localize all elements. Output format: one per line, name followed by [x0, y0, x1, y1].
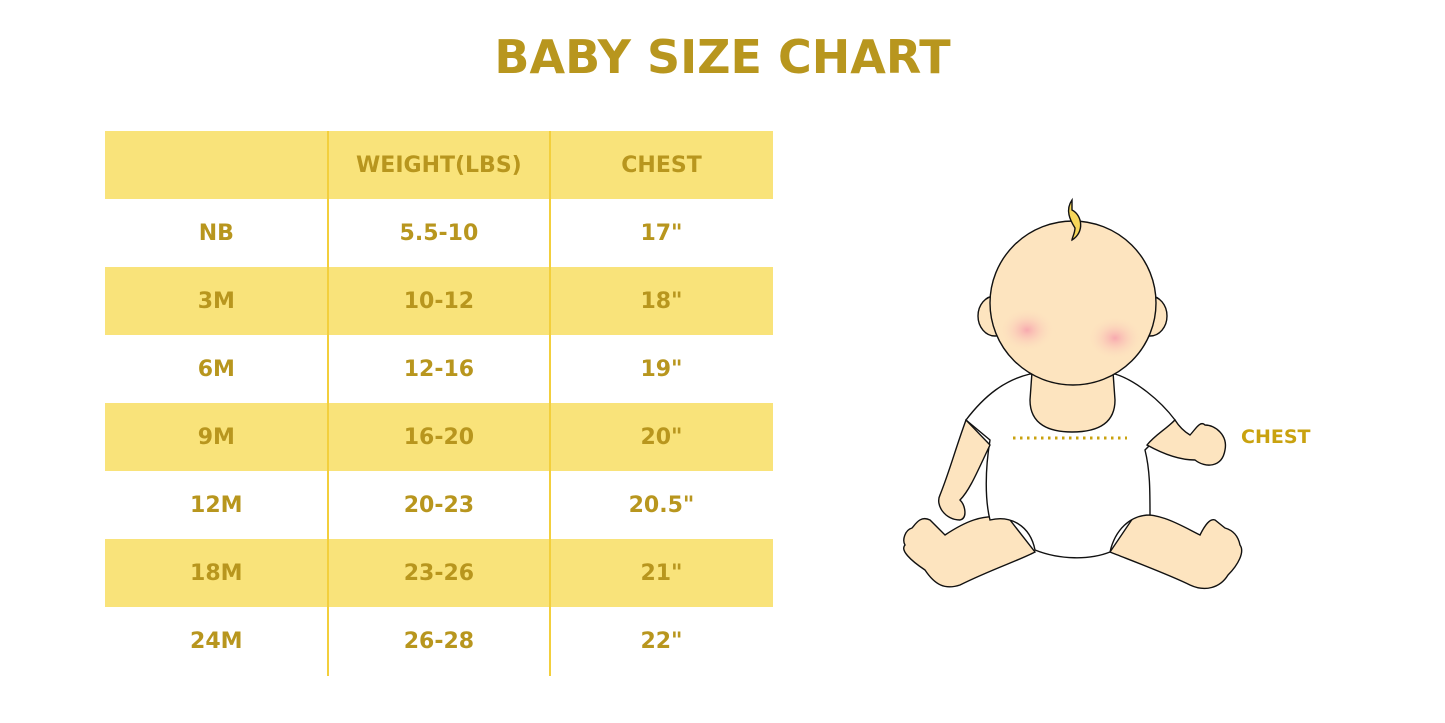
header-cell: CHEST — [621, 152, 702, 178]
table-row: 12M 20-23 20.5" — [105, 471, 773, 539]
size-cell: 24M — [190, 628, 243, 654]
chest-cell: 19" — [640, 356, 683, 382]
page-title: BABY SIZE CHART — [494, 30, 951, 84]
table-row: 18M 23-26 21" — [105, 539, 773, 607]
chest-cell: 22" — [640, 628, 683, 654]
chest-cell: 20" — [640, 424, 683, 450]
weight-cell: 23-26 — [403, 560, 475, 586]
header-cell: WEIGHT(LBS) — [356, 152, 522, 178]
chest-cell: 18" — [640, 288, 683, 314]
left-leg — [903, 516, 1037, 588]
left-arm — [938, 418, 991, 521]
hair-curl — [1067, 197, 1082, 242]
right-leg — [1108, 513, 1243, 590]
chest-cell: 20.5" — [628, 492, 695, 518]
weight-cell: 16-20 — [403, 424, 475, 450]
table-header: WEIGHT(LBS) CHEST — [105, 131, 773, 199]
weight-cell: 20-23 — [403, 492, 475, 518]
right-arm — [1145, 418, 1227, 466]
size-cell: 6M — [197, 356, 235, 382]
neck — [1029, 371, 1116, 433]
size-cell: NB — [198, 220, 234, 246]
column-divider — [549, 131, 551, 676]
size-cell: 18M — [190, 560, 243, 586]
table-row: 24M 26-28 22" — [105, 607, 773, 675]
weight-cell: 10-12 — [403, 288, 475, 314]
chest-cell: 17" — [640, 220, 683, 246]
size-cell: 3M — [197, 288, 235, 314]
size-table: WEIGHT(LBS) CHEST NB 5.5-10 17" 3M 10-12… — [105, 131, 773, 675]
weight-cell: 5.5-10 — [399, 220, 479, 246]
table-row: 9M 16-20 20" — [105, 403, 773, 471]
table-row: NB 5.5-10 17" — [105, 199, 773, 267]
size-cell: 12M — [190, 492, 243, 518]
table-row: 3M 10-12 18" — [105, 267, 773, 335]
size-cell: 9M — [197, 424, 235, 450]
weight-cell: 12-16 — [403, 356, 475, 382]
weight-cell: 26-28 — [403, 628, 475, 654]
head — [989, 220, 1157, 386]
right-cheek-blush — [1087, 316, 1143, 360]
left-cheek-blush — [999, 308, 1055, 352]
shirt — [965, 373, 1176, 559]
table-row: 6M 12-16 19" — [105, 335, 773, 403]
chest-label: CHEST — [1241, 426, 1311, 448]
chest-cell: 21" — [640, 560, 683, 586]
column-divider — [327, 131, 329, 676]
